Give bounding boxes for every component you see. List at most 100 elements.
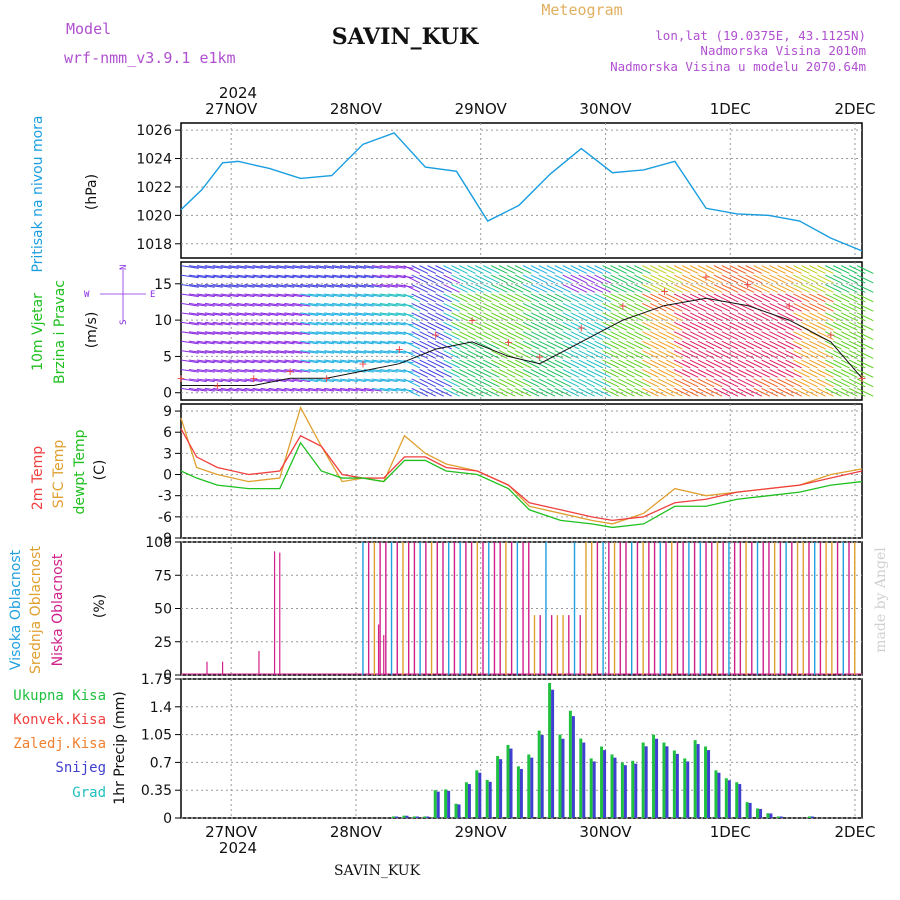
wind-barb <box>435 265 452 274</box>
wind-barb <box>856 293 874 303</box>
wind-barb <box>848 293 866 303</box>
wind-barb <box>355 359 374 364</box>
wind-barb <box>761 350 779 359</box>
wind-gust-mark: + <box>785 300 794 313</box>
wind-barb <box>681 350 699 359</box>
wind-barb <box>737 284 755 293</box>
grid-lines <box>181 123 862 819</box>
wind-barb <box>268 359 287 364</box>
wind-barb <box>308 340 327 345</box>
wind-barb <box>180 340 199 345</box>
wind-barb <box>753 359 771 369</box>
wind-barb <box>347 293 366 298</box>
wind-barb <box>308 331 327 335</box>
wind-barb <box>403 265 421 274</box>
wind-barb <box>475 302 492 312</box>
wind-barb <box>292 359 311 364</box>
wind-barb <box>777 340 794 350</box>
wind-barb <box>483 293 500 303</box>
wind-barb <box>228 293 247 298</box>
wind-barb <box>689 321 707 331</box>
wind-barb <box>538 302 556 312</box>
wind-barb <box>228 359 247 364</box>
wind-barb <box>737 312 755 322</box>
wind-barb <box>848 359 866 369</box>
wind-barb <box>347 340 366 345</box>
wind-barb <box>276 312 295 317</box>
wind-barb <box>316 293 335 298</box>
wind-barb <box>284 378 303 383</box>
wind-barb <box>355 387 374 392</box>
wind-barb <box>809 312 826 322</box>
wind-barb <box>697 274 715 284</box>
wind-barb <box>665 359 683 369</box>
wind-barb <box>769 274 786 284</box>
wind-barb <box>761 265 779 274</box>
cloud-bars <box>181 542 862 675</box>
wind-barb <box>347 274 366 279</box>
wind-barb <box>610 284 627 293</box>
wind-barb <box>729 359 747 369</box>
wind-barb <box>761 293 779 303</box>
wind-barb <box>379 331 398 335</box>
precip-bar-snow <box>551 689 555 818</box>
wind-barb <box>506 274 524 284</box>
wind-barb <box>292 274 311 279</box>
wind-barb <box>379 378 398 383</box>
wind-barb <box>483 321 500 331</box>
wind-barb <box>618 321 635 331</box>
wind-barb <box>522 284 540 293</box>
wind-barb <box>777 350 794 359</box>
altitude-text: Nadmorska Visina 2010m <box>700 43 866 58</box>
wind-barb <box>244 378 263 383</box>
wind-barb <box>681 302 699 312</box>
wind-barb <box>602 293 619 303</box>
wind-barb <box>276 293 295 298</box>
wind-barb <box>427 369 444 378</box>
wind-barb <box>729 312 747 322</box>
wind-barb <box>809 369 826 378</box>
wind-barb <box>427 312 444 322</box>
wind-barb <box>514 321 532 331</box>
precip-bar-total <box>454 803 458 818</box>
pressure-series-line <box>180 132 863 252</box>
wind-barb <box>721 284 739 293</box>
wind-gust-mark: + <box>395 343 404 356</box>
wind-barb <box>268 340 287 345</box>
wind-barb <box>292 369 311 373</box>
wind-barb <box>848 387 866 397</box>
wind-barb <box>713 359 731 369</box>
y-tick-label: 5 <box>163 349 172 365</box>
wind-barb <box>411 312 429 322</box>
wind-barb <box>586 340 604 350</box>
wind-barb <box>498 321 516 331</box>
wind-barb <box>427 265 444 274</box>
wind-barb <box>451 284 468 293</box>
compass-n-label: N <box>119 265 129 270</box>
wind-barb <box>562 312 580 322</box>
wind-barb <box>673 331 691 341</box>
top-day-label: 28NOV <box>330 100 383 118</box>
wind-barb <box>276 350 295 354</box>
wind-barb <box>562 387 580 397</box>
wind-barb <box>292 387 311 392</box>
wind-barb <box>673 312 691 322</box>
wind-barb <box>777 359 794 369</box>
wind-barb <box>459 369 476 378</box>
wind-barb <box>761 302 779 312</box>
y-tick-label: 1020 <box>136 208 172 224</box>
wind-barb <box>594 369 612 378</box>
precip-y-ticks: 0 0.35 0.7 1.05 1.4 1.75 <box>141 672 181 827</box>
wind-barb <box>411 274 429 284</box>
wind-barb <box>419 359 437 369</box>
wind-barb <box>753 274 771 284</box>
wind-barb <box>785 265 802 274</box>
wind-barb <box>840 312 858 322</box>
wind-barb <box>188 321 207 326</box>
wind-barb <box>260 340 279 345</box>
wind-barb <box>689 359 707 369</box>
wind-barb <box>578 378 596 388</box>
wind-barb <box>308 274 327 279</box>
wind-barb <box>634 369 651 378</box>
wind-barb <box>578 359 596 369</box>
